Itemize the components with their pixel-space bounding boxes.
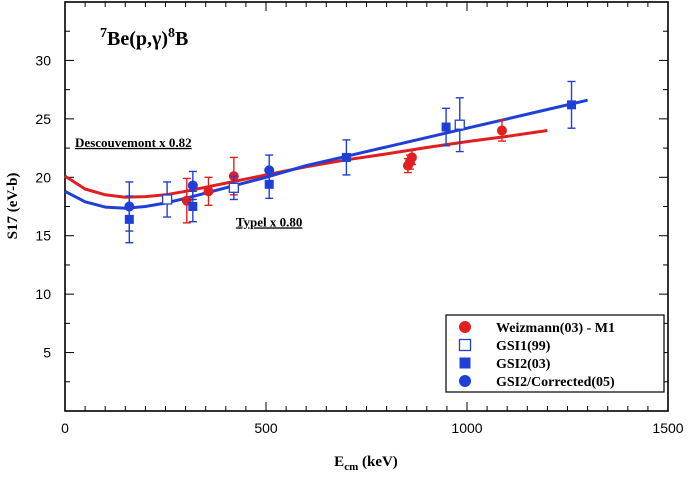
- y-tick-label: 15: [35, 228, 51, 244]
- theory-curves: [64, 98, 588, 210]
- legend-box: [445, 314, 665, 393]
- point-gsi2-03: [441, 122, 451, 132]
- legend-marker: [459, 321, 471, 333]
- point-weizmann-03-m1: [496, 125, 507, 136]
- point-gsi1-99: [161, 194, 173, 205]
- point-gsi2-03: [341, 152, 351, 162]
- axis-ticks: [64, 1, 669, 412]
- title-pre-superscript: 7: [100, 26, 107, 41]
- legend-marker: [458, 338, 472, 352]
- curve-typel-x-0-80: [64, 98, 588, 210]
- x-axis-title: Ecm (keV): [334, 454, 398, 473]
- point-gsi2-03: [567, 100, 577, 110]
- point-gsi1-99: [454, 119, 465, 130]
- annotation-label: Typel x 0.80: [236, 214, 303, 229]
- point-gsi2-corrected-05: [264, 165, 275, 176]
- y-tick-label: 5: [43, 345, 51, 361]
- y-tick-label: 30: [35, 52, 51, 68]
- y-tick-label: 10: [35, 286, 51, 302]
- point-weizmann-03-m1: [203, 186, 214, 197]
- legend-label: GSI2(03): [496, 357, 551, 372]
- point-weizmann-03-m1: [406, 152, 417, 163]
- data-points: [124, 80, 577, 244]
- x-tick-label: 1000: [451, 420, 482, 436]
- x-tick-label: 500: [254, 420, 278, 436]
- legend-marker: [459, 357, 471, 369]
- legend-label: GSI1(99): [496, 339, 551, 354]
- point-gsi1-99: [228, 182, 239, 193]
- title-mid-superscript: 8: [168, 26, 175, 41]
- curve-descouvemont-x-0-82: [64, 129, 548, 199]
- title-main: Be(p,γ): [107, 28, 168, 50]
- point-gsi2-corrected-05: [187, 180, 198, 191]
- legend-marker: [459, 375, 471, 387]
- x-tick-label: 1500: [652, 420, 683, 436]
- title-post: B: [175, 28, 188, 50]
- y-tick-label: 25: [35, 111, 51, 127]
- legend-label: Weizmann(03) - M1: [496, 321, 615, 336]
- legend-label: GSI2/Corrected(05): [496, 375, 615, 390]
- annotation-label: Descouvemont x 0.82: [75, 135, 192, 150]
- x-axis-title-post: (keV): [358, 454, 398, 470]
- x-axis-title-sub: cm: [344, 461, 358, 473]
- curve-annotations: Descouvemont x 0.82 Typel x 0.80: [75, 135, 302, 229]
- x-tick-label: 0: [61, 420, 69, 436]
- y-tick-label: 20: [35, 169, 51, 185]
- x-tick-labels: 0 500 1000 1500: [61, 420, 684, 436]
- y-tick-labels: 5 10 15 20 25 30: [35, 52, 51, 360]
- point-gsi2-03: [188, 202, 198, 211]
- legend-items: Weizmann(03) - M1 GSI1(99) GSI2(03) GSI2/Co…: [458, 321, 615, 390]
- point-gsi2-corrected-05: [124, 201, 135, 212]
- y-axis-title: S17 (eV-b): [5, 173, 21, 240]
- legend: Weizmann(03) - M1 GSI1(99) GSI2(03) GSI2/Co…: [445, 314, 665, 393]
- chart-title: 7Be(p,γ)8B: [100, 26, 188, 50]
- x-axis-title-main: E: [334, 454, 344, 470]
